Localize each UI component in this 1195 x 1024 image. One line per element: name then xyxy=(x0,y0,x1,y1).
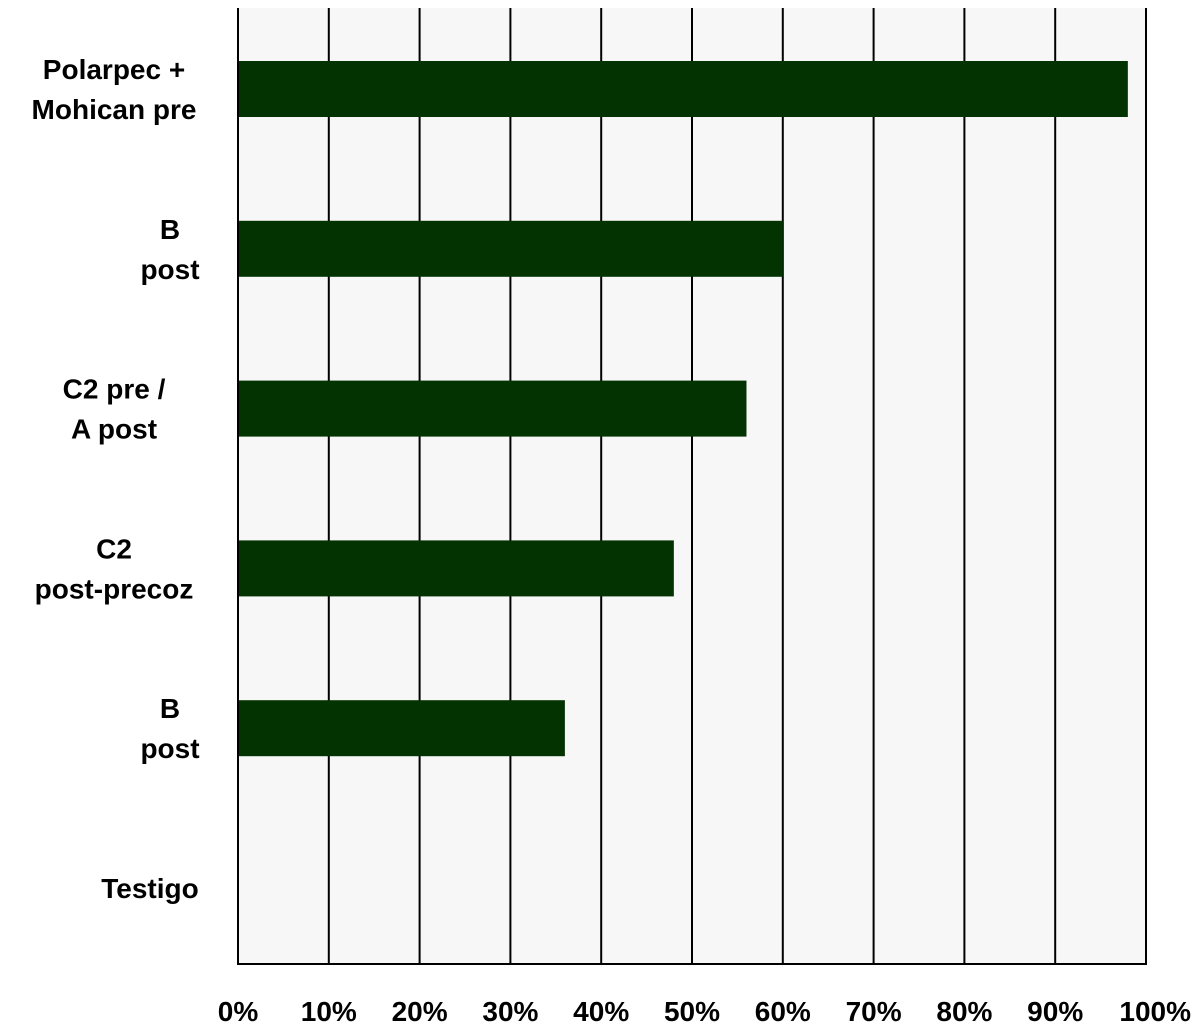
x-tick-label: 100% xyxy=(1119,996,1191,1024)
category-labels: Polarpec + Mohican pre B post C2 pre / A post… xyxy=(32,54,200,904)
bar xyxy=(238,61,1128,117)
x-tick-label: 90% xyxy=(1027,996,1083,1024)
x-tick-label: 70% xyxy=(846,996,902,1024)
bar xyxy=(238,700,565,757)
category-label: Testigo xyxy=(101,873,198,904)
axes xyxy=(237,8,1147,965)
bar xyxy=(238,540,674,597)
bars xyxy=(238,61,1128,757)
category-label: C2 post-precoz xyxy=(35,533,194,604)
x-tick-label: 50% xyxy=(664,996,720,1024)
x-tick-label: 40% xyxy=(573,996,629,1024)
x-tick-label: 80% xyxy=(936,996,992,1024)
bar xyxy=(238,380,747,437)
x-tick-label: 0% xyxy=(218,996,259,1024)
category-label: Polarpec + Mohican pre xyxy=(32,54,197,125)
gridlines xyxy=(327,8,1147,964)
bar xyxy=(238,220,783,277)
x-tick-label: 60% xyxy=(755,996,811,1024)
category-label: C2 pre / A post xyxy=(63,374,166,445)
x-tick-label: 10% xyxy=(301,996,357,1024)
x-tick-labels: 0% 10% 20% 30% 40% 50% 60% 70% 80% 90% 100% xyxy=(218,996,1191,1024)
x-tick-label: 30% xyxy=(482,996,538,1024)
x-tick-label: 20% xyxy=(392,996,448,1024)
